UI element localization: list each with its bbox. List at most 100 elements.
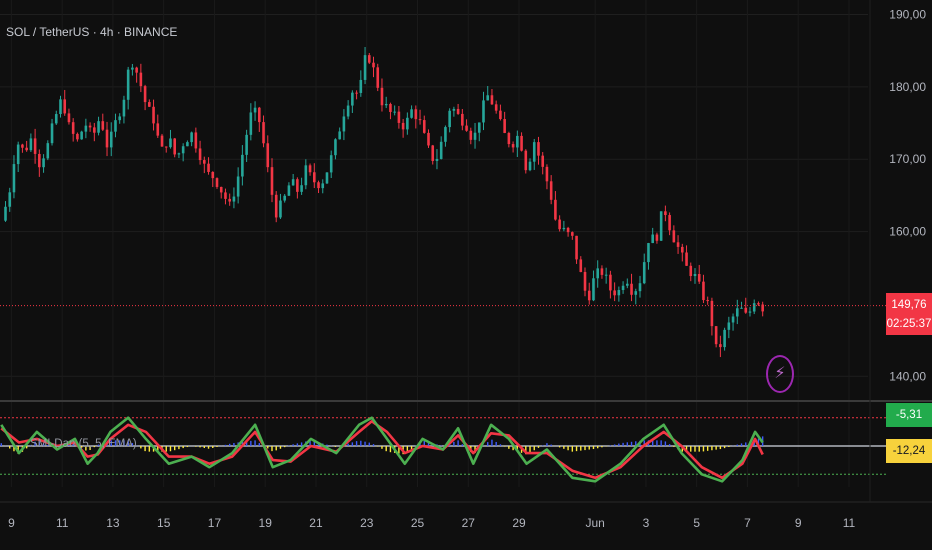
candle-body [418, 119, 422, 121]
candle-body [575, 235, 578, 260]
time-axis-label: 19 [259, 516, 273, 530]
candle-body [97, 121, 100, 133]
candle-body [537, 142, 540, 156]
candle-body [499, 110, 502, 120]
candle-body [697, 273, 701, 282]
bar-countdown: 02:25:37 [886, 318, 932, 330]
candle-body [571, 232, 574, 236]
candle-body [613, 290, 616, 296]
candle-body [668, 215, 671, 231]
candle-body [410, 109, 413, 118]
candle-body [270, 167, 274, 195]
candle-body [101, 121, 105, 130]
smi-k-line [0, 416, 764, 483]
candle-body [545, 166, 549, 182]
candle-body [8, 192, 12, 207]
candle-body [494, 104, 498, 111]
smi-k-value-tag: -5,31 [886, 403, 932, 427]
price-candles [0, 47, 886, 358]
candle-body [372, 62, 375, 68]
time-axis-label: 3 [643, 516, 650, 530]
candle-body [80, 131, 83, 140]
candle-body [693, 273, 697, 277]
candle-body [4, 206, 7, 221]
time-axis-label: 17 [208, 516, 222, 530]
candle-body [714, 326, 718, 345]
candle-body [287, 185, 291, 196]
last-price-value: 149,76 [891, 299, 927, 311]
candle-body [549, 181, 553, 200]
time-axis-label: Jun [585, 516, 604, 530]
candle-body [672, 230, 676, 243]
candle-body [558, 219, 561, 230]
candle-body [604, 274, 608, 276]
candle-body [562, 227, 566, 230]
candle-body [258, 107, 261, 123]
candle-body [427, 132, 430, 146]
candle-body [224, 192, 227, 199]
time-axis-label: 23 [360, 516, 374, 530]
candle-body [757, 303, 760, 305]
candle-body [186, 142, 189, 147]
candle-body [190, 132, 193, 143]
indicator-title[interactable]: SMI-Dan (5, 5, EMA) [30, 438, 137, 450]
candle-body [160, 135, 164, 147]
time-axis-label: 7 [744, 516, 751, 530]
candle-body [511, 144, 515, 148]
candle-body [681, 246, 684, 253]
candle-body [587, 290, 591, 301]
time-axis-label: 13 [106, 516, 120, 530]
time-axis-label: 11 [56, 516, 69, 530]
candle-body [384, 103, 388, 106]
symbol-title[interactable]: SOL / TetherUS · 4h · BINANCE [6, 25, 178, 39]
candle-body [16, 144, 20, 165]
smi-indicator [0, 416, 886, 483]
candle-body [761, 304, 764, 312]
candle-body [312, 172, 316, 183]
candle-body [482, 100, 485, 123]
candle-body [503, 119, 506, 133]
candle-body [621, 285, 625, 291]
candle-body [241, 154, 244, 177]
candle-body [532, 142, 536, 162]
candle-body [245, 134, 248, 155]
time-axis-label: 9 [795, 516, 802, 530]
candle-body [329, 155, 333, 173]
price-axis-label: 180,00 [889, 80, 926, 94]
candle-body [46, 143, 50, 159]
candle-body [444, 127, 447, 142]
candle-body [710, 300, 714, 327]
candle-body [29, 138, 33, 151]
candle-body [207, 163, 210, 172]
candle-body [401, 122, 405, 130]
candle-body [122, 99, 126, 117]
candle-body [59, 99, 62, 115]
candle-body [54, 114, 58, 124]
candle-body [431, 145, 435, 161]
candle-body [465, 125, 468, 131]
candle-body [664, 211, 667, 216]
lightning-icon[interactable]: ⚡ [766, 355, 794, 393]
candle-body [363, 55, 367, 80]
candle-body [63, 99, 67, 114]
candle-body [647, 243, 650, 263]
candle-body [351, 92, 354, 106]
candle-body [642, 262, 646, 284]
candle-body [266, 143, 270, 168]
candle-body [33, 138, 37, 154]
candle-body [114, 120, 117, 132]
time-axis-label: 15 [157, 516, 171, 530]
candle-body [42, 158, 45, 168]
candle-body [321, 183, 325, 189]
candle-body [148, 102, 151, 107]
candle-body [317, 182, 320, 189]
price-grid [0, 0, 868, 487]
candle-body [50, 123, 54, 144]
candle-body [203, 160, 206, 164]
candle-body [524, 150, 528, 171]
candle-body [93, 127, 96, 133]
candle-body [380, 87, 384, 106]
candle-body [596, 268, 600, 279]
time-axis-label: 25 [411, 516, 425, 530]
